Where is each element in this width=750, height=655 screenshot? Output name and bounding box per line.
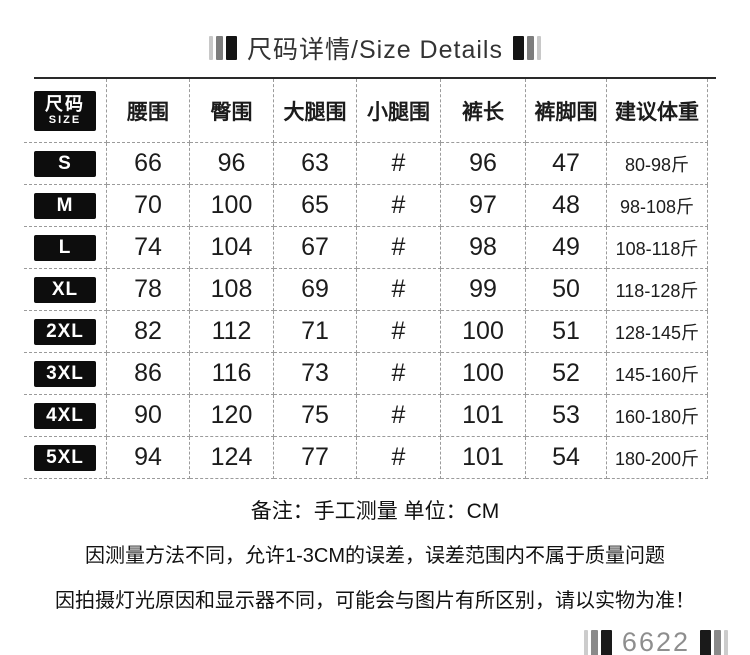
cell-pant-length: 98 <box>441 227 526 269</box>
cell-pant-length: 101 <box>441 395 526 437</box>
cell-calf: # <box>357 437 441 479</box>
cell-suggested-weight: 80-98斤 <box>607 143 708 185</box>
cell-hip: 112 <box>190 311 274 353</box>
size-badge: 3XL <box>34 360 96 387</box>
footer-code-row: 6622 <box>0 627 750 655</box>
size-badge: XL <box>34 276 96 303</box>
cell-thigh: 63 <box>274 143 357 185</box>
size-badge: 5XL <box>34 444 96 471</box>
cell-thigh: 69 <box>274 269 357 311</box>
cell-leg-opening: 50 <box>526 269 607 311</box>
table-row-4xl: 4XL 90 120 75 # 101 53 160-180斤 <box>24 395 708 437</box>
cell-thigh: 65 <box>274 185 357 227</box>
cell-suggested-weight: 160-180斤 <box>607 395 708 437</box>
cell-waist: 78 <box>107 269 190 311</box>
tolerance-note: 因测量方法不同，允许1-3CM的误差，误差范围内不属于质量问题 <box>84 545 665 567</box>
cell-calf: # <box>357 269 441 311</box>
table-row-5xl: 5XL 94 124 77 # 101 54 180-200斤 <box>24 437 708 479</box>
header-cell-size: 尺码 SIZE <box>24 79 107 143</box>
header-cell-waist: 腰围 <box>107 79 190 143</box>
title-divider <box>34 77 716 79</box>
title-bars-right-icon <box>512 36 541 60</box>
header-cell-suggested-weight: 建议体重 <box>607 79 708 143</box>
cell-calf: # <box>357 185 441 227</box>
cell-hip: 124 <box>190 437 274 479</box>
cell-calf: # <box>357 311 441 353</box>
cell-calf: # <box>357 353 441 395</box>
size-table: 尺码 SIZE 腰围 臀围 大腿围 小腿围 裤长 裤脚围 建议体重 S 66 9… <box>24 79 708 479</box>
cell-hip: 104 <box>190 227 274 269</box>
cell-waist: 82 <box>107 311 190 353</box>
cell-leg-opening: 53 <box>526 395 607 437</box>
cell-hip: 108 <box>190 269 274 311</box>
table-header-row: 尺码 SIZE 腰围 臀围 大腿围 小腿围 裤长 裤脚围 建议体重 <box>24 79 708 143</box>
table-row-3xl: 3XL 86 116 73 # 100 52 145-160斤 <box>24 353 708 395</box>
cell-pant-length: 100 <box>441 353 526 395</box>
table-row-m: M 70 100 65 # 97 48 98-108斤 <box>24 185 708 227</box>
table-row-2xl: 2XL 82 112 71 # 100 51 128-145斤 <box>24 311 708 353</box>
cell-leg-opening: 49 <box>526 227 607 269</box>
cell-waist: 86 <box>107 353 190 395</box>
cell-waist: 66 <box>107 143 190 185</box>
cell-waist: 74 <box>107 227 190 269</box>
page-title: 尺码详情/Size Details <box>247 36 503 64</box>
footer-bars-right-icon <box>700 629 728 655</box>
cell-hip: 96 <box>190 143 274 185</box>
page-title-row: 尺码详情/Size Details <box>0 30 750 66</box>
cell-suggested-weight: 128-145斤 <box>607 311 708 353</box>
cell-thigh: 67 <box>274 227 357 269</box>
table-row-xl: XL 78 108 69 # 99 50 118-128斤 <box>24 269 708 311</box>
table-row-l: L 74 104 67 # 98 49 108-118斤 <box>24 227 708 269</box>
cell-thigh: 77 <box>274 437 357 479</box>
size-badge: 4XL <box>34 402 96 429</box>
size-header-zh: 尺码 <box>45 94 85 114</box>
cell-suggested-weight: 108-118斤 <box>607 227 708 269</box>
header-cell-pant-length: 裤长 <box>441 79 526 143</box>
cell-pant-length: 99 <box>441 269 526 311</box>
cell-leg-opening: 48 <box>526 185 607 227</box>
cell-calf: # <box>357 143 441 185</box>
cell-leg-opening: 52 <box>526 353 607 395</box>
header-cell-thigh: 大腿围 <box>274 79 357 143</box>
size-badge: L <box>34 234 96 261</box>
cell-pant-length: 96 <box>441 143 526 185</box>
size-badge: M <box>34 192 96 219</box>
cell-hip: 120 <box>190 395 274 437</box>
size-badge: 2XL <box>34 318 96 345</box>
size-detail-page: 尺码详情/Size Details 尺码 SIZE 腰围 臀围 大腿围 小腿围 … <box>0 30 750 655</box>
header-cell-hip: 臀围 <box>190 79 274 143</box>
cell-suggested-weight: 118-128斤 <box>607 269 708 311</box>
title-bars-left-icon <box>209 36 238 60</box>
cell-suggested-weight: 180-200斤 <box>607 437 708 479</box>
color-difference-note: 因拍摄灯光原因和显示器不同，可能会与图片有所区别，请以实物为准！ <box>55 590 695 612</box>
cell-leg-opening: 47 <box>526 143 607 185</box>
size-header-badge: 尺码 SIZE <box>34 90 96 131</box>
measurement-remark: 备注：手工测量 单位：CM <box>250 500 500 523</box>
cell-hip: 100 <box>190 185 274 227</box>
cell-calf: # <box>357 395 441 437</box>
footer-bars-left-icon <box>583 629 612 655</box>
cell-pant-length: 101 <box>441 437 526 479</box>
cell-suggested-weight: 98-108斤 <box>607 185 708 227</box>
cell-calf: # <box>357 227 441 269</box>
header-cell-calf: 小腿围 <box>357 79 441 143</box>
cell-waist: 94 <box>107 437 190 479</box>
size-badge: S <box>34 150 96 177</box>
cell-pant-length: 97 <box>441 185 526 227</box>
cell-waist: 90 <box>107 395 190 437</box>
cell-leg-opening: 51 <box>526 311 607 353</box>
cell-leg-opening: 54 <box>526 437 607 479</box>
cell-pant-length: 100 <box>441 311 526 353</box>
cell-hip: 116 <box>190 353 274 395</box>
header-cell-leg-opening: 裤脚围 <box>526 79 607 143</box>
cell-thigh: 73 <box>274 353 357 395</box>
table-row-s: S 66 96 63 # 96 47 80-98斤 <box>24 143 708 185</box>
cell-thigh: 71 <box>274 311 357 353</box>
style-code: 6622 <box>621 627 690 655</box>
size-header-en: SIZE <box>48 114 82 126</box>
cell-suggested-weight: 145-160斤 <box>607 353 708 395</box>
cell-thigh: 75 <box>274 395 357 437</box>
cell-waist: 70 <box>107 185 190 227</box>
